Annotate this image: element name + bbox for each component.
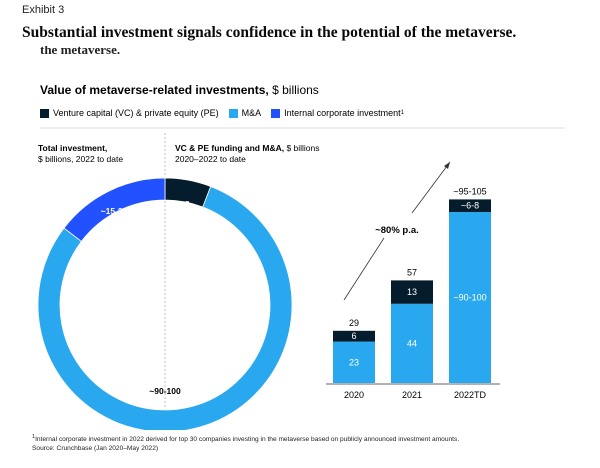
- bar-vcpe-label-2: ~6-8: [461, 201, 479, 211]
- footnote-text: 1Internal corporate investment in 2022 d…: [32, 433, 592, 444]
- legend-label-internal: Internal corporate investment: [284, 108, 401, 118]
- bar-vcpe-label-1: 13: [407, 287, 417, 297]
- legend-swatch-ma: [228, 108, 238, 118]
- bar-total-label-2: ~95-105: [453, 186, 486, 196]
- donut-label-1: ~90-100: [149, 386, 181, 396]
- category-label-2: 2022TD: [454, 390, 487, 400]
- bar-total-label-0: 29: [349, 318, 359, 328]
- donut-chart: ~6-8 ~90-100 ~15-20: [37, 177, 293, 430]
- donut-label-0: ~6-8: [172, 199, 190, 209]
- right-panel-title: VC & PE funding and M&A, $ billions: [175, 143, 320, 153]
- growth-line-1: [343, 237, 385, 301]
- donut-label-2: ~15-20: [101, 206, 128, 216]
- left-panel-subtitle: $ billions, 2022 to date: [38, 154, 123, 164]
- legend-footnote-mark: 1: [400, 110, 404, 116]
- chart-title: Substantial investment signals confidenc…: [22, 24, 517, 41]
- chart-canvas: Total investment, $ billions, 2022 to da…: [37, 127, 565, 430]
- bar-vcpe-1: [391, 280, 433, 304]
- bar-ma-label-2: ~90-100: [453, 293, 486, 303]
- source-text: Source: Crunchbase (Jan 2020–May 2022): [32, 445, 159, 453]
- right-panel-subtitle: 2020–2022 to date: [175, 154, 246, 164]
- bar-vcpe-label-0: 6: [351, 331, 356, 341]
- bar-ma-1: [391, 303, 433, 383]
- category-label-0: 2020: [344, 390, 364, 400]
- legend: Venture capital (VC) & private equity (P…: [40, 108, 414, 118]
- subtitle-bold: Value of metaverse-related investments,: [40, 83, 269, 97]
- legend-item-internal: Internal corporate investment 1: [271, 108, 404, 118]
- bar-ma-label-0: 23: [349, 357, 359, 367]
- growth-line-2: [411, 161, 451, 214]
- growth-arrowhead: [444, 162, 450, 169]
- left-panel-title: Total investment,: [38, 143, 107, 153]
- donut-slice-2: [63, 177, 166, 242]
- chart-subtitle: Value of metaverse-related investments, …: [40, 83, 319, 97]
- category-label-1: 2021: [402, 390, 422, 400]
- right-panel-title-bold: VC & PE funding and M&A,: [175, 143, 284, 153]
- footnote-body: Internal corporate investment in 2022 de…: [35, 436, 460, 444]
- legend-item-ma: M&A: [228, 108, 262, 118]
- legend-label-vc-pe: Venture capital (VC) & private equity (P…: [53, 108, 219, 118]
- growth-label: ~80% p.a.: [375, 225, 419, 236]
- legend-label-ma: M&A: [241, 108, 262, 118]
- bar-chart: 23 6 29 2020 44 13 57 2021 ~90-100 ~6-8 ~95-105 202…: [326, 186, 500, 400]
- subtitle-units: $ billions: [268, 83, 319, 97]
- bar-ma-label-1: 44: [407, 338, 417, 348]
- bar-vcpe-2: [449, 199, 491, 212]
- clipped-title-text: the metaverse.: [40, 46, 121, 54]
- right-panel-title-units: $ billions: [284, 143, 319, 153]
- legend-swatch-internal: [271, 108, 281, 118]
- bar-vcpe-0: [333, 330, 375, 342]
- footnote: 1Internal corporate investment in 2022 d…: [32, 433, 592, 453]
- legend-item-vc-pe: Venture capital (VC) & private equity (P…: [40, 108, 219, 118]
- legend-swatch-vc-pe: [40, 108, 49, 118]
- bar-ma-0: [333, 341, 375, 383]
- footnote-mark: 1: [32, 434, 36, 440]
- bar-total-label-1: 57: [407, 267, 417, 277]
- exhibit-label: Exhibit 3: [22, 4, 65, 16]
- bar-ma-2: [449, 212, 491, 383]
- donut-slice-1: [37, 185, 293, 430]
